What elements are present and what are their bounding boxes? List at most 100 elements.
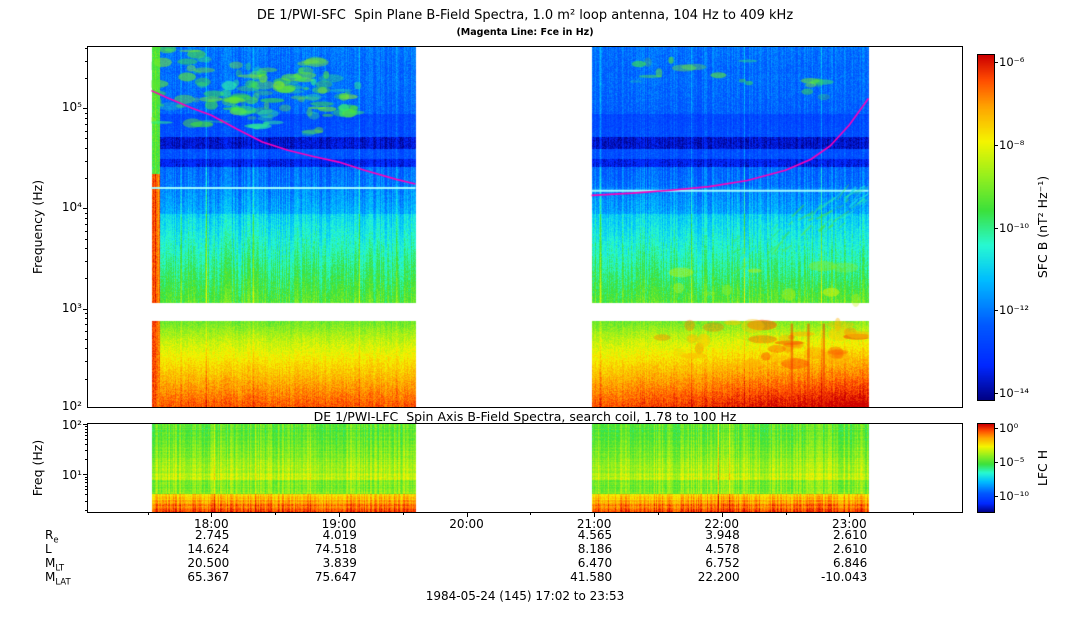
annotation-row-label-mlat: MLAT <box>45 570 71 588</box>
sfc-ytick-mark <box>85 138 88 140</box>
annotation-value: -10.043 <box>820 570 868 584</box>
sfc-colorbar-tick-label: 10⁻¹² <box>999 303 1029 318</box>
lfc-ytick-mark <box>85 500 88 502</box>
sfc-ytick-mark <box>85 378 88 380</box>
sfc-ytick-mark <box>85 324 88 326</box>
x-tick-mark <box>211 512 213 517</box>
sfc-colorbar <box>977 54 995 401</box>
x-tick-mark <box>849 512 851 517</box>
x-tick-mark <box>466 512 468 517</box>
sfc-colorbar-tick-mark <box>994 61 998 63</box>
lfc-colorbar-tick-mark <box>994 428 998 430</box>
x-minortick-mark <box>275 512 277 515</box>
lfc-title: DE 1/PWI-LFC Spin Axis B-Field Spectra, … <box>313 409 737 424</box>
annotation-value: 3.948 <box>705 528 740 542</box>
sfc-colorbar-tick-mark <box>994 310 998 312</box>
lfc-ytick-label: 10² <box>61 418 82 432</box>
sfc-ytick-label: 10⁴ <box>61 200 82 215</box>
sfc-ytick-mark <box>85 130 88 132</box>
x-tick-mark <box>594 512 596 517</box>
sfc-ytick-mark <box>85 148 88 150</box>
sfc-colorbar-tick-mark <box>994 393 998 395</box>
sfc-colorbar-tick-mark <box>994 144 998 146</box>
lfc-ytick-mark <box>85 476 88 478</box>
sfc-ytick-mark <box>85 330 88 332</box>
sfc-colorbar-tick-mark <box>994 227 998 229</box>
lfc-colorbar-label: LFC H <box>1035 449 1050 487</box>
annotation-value: 4.019 <box>322 528 357 542</box>
lfc-ytick-mark <box>85 479 88 481</box>
annotation-value: 3.839 <box>322 556 357 570</box>
lfc-colorbar-tick-label: 10⁰ <box>999 421 1019 436</box>
annotation-row-label-re: Re <box>45 528 59 546</box>
annotation-value: 74.518 <box>314 542 357 556</box>
x-tick-mark <box>721 512 723 517</box>
date-range-footer: 1984-05-24 (145) 17:02 to 23:53 <box>425 589 625 603</box>
sfc-colorbar-label: SFC B (nT² Hz⁻¹) <box>1035 175 1050 279</box>
sfc-ytick-mark <box>83 208 88 210</box>
annotation-value: 65.367 <box>187 570 230 584</box>
x-tick-label: 18:00 <box>194 517 229 531</box>
annotation-value: 4.565 <box>577 528 613 542</box>
sfc-ytick-mark <box>85 338 88 340</box>
sfc-ytick-mark <box>85 223 88 225</box>
lfc-colorbar <box>977 423 995 513</box>
sfc-ytick-mark <box>85 313 88 315</box>
lfc-colorbar-tick-mark <box>994 496 998 498</box>
lfc-ytick-mark <box>85 435 88 437</box>
sfc-ytick-label: 10³ <box>61 300 82 315</box>
sfc-ytick-mark <box>85 178 88 180</box>
sfc-ytick-mark <box>85 238 88 240</box>
lfc-ytick-mark <box>85 494 88 496</box>
annotation-row-label-l: L <box>45 542 52 556</box>
lfc-colorbar-tick-label: 10⁻⁵ <box>999 454 1025 469</box>
sfc-ytick-mark <box>85 48 88 49</box>
x-minortick-mark <box>913 512 915 515</box>
lfc-ytick-mark <box>85 428 88 430</box>
sfc-ytick-mark <box>85 230 88 232</box>
sfc-ytick-mark <box>85 318 88 320</box>
x-minortick-mark <box>785 512 787 515</box>
sfc-ytick-mark <box>85 60 88 62</box>
sfc-ytick-mark <box>85 118 88 119</box>
sfc-ytick-mark <box>85 123 88 125</box>
sfc-colorbar-tick-label: 10⁻¹⁰ <box>999 220 1029 235</box>
lfc-ytick-mark <box>85 450 88 452</box>
annotation-value: 14.624 <box>187 542 230 556</box>
lfc-ytick-mark <box>85 485 88 487</box>
lfc-ytick-mark <box>83 474 88 476</box>
annotation-row-label-mlt: MLT <box>45 556 65 574</box>
annotation-value: 8.186 <box>577 542 613 556</box>
lfc-ytick-mark <box>85 482 88 484</box>
lfc-ytick-mark <box>85 509 88 511</box>
lfc-colorbar-tick-mark <box>994 461 998 463</box>
annotation-value: 22.200 <box>697 570 740 584</box>
lfc-ytick-mark <box>85 431 88 433</box>
sfc-colorbar-tick-label: 10⁻¹⁴ <box>999 386 1029 401</box>
sfc-ytick-mark <box>85 112 88 114</box>
annotation-value: 6.752 <box>705 556 740 570</box>
x-tick-label: 23:00 <box>832 517 867 531</box>
annotation-value: 2.745 <box>194 528 230 542</box>
sfc-ytick-label: 10² <box>61 399 82 413</box>
x-minortick-mark <box>530 512 532 515</box>
x-tick-label: 19:00 <box>321 517 357 531</box>
lfc-colorbar-tick-label: 10⁻¹⁰ <box>999 489 1029 504</box>
annotation-value: 2.610 <box>832 542 868 556</box>
annotation-value: 6.846 <box>832 556 868 570</box>
sfc-spectrogram-canvas <box>87 46 963 408</box>
annotation-value: 6.470 <box>577 556 613 570</box>
sfc-ytick-mark <box>85 213 88 214</box>
sfc-subtitle: (Magenta Line: Fce in Hz) <box>456 27 594 38</box>
sfc-ytick-mark <box>83 308 88 310</box>
sfc-title: DE 1/PWI-SFC Spin Plane B-Field Spectra,… <box>256 8 794 23</box>
x-tick-label: 21:00 <box>576 517 612 531</box>
x-tick-label: 22:00 <box>704 517 739 531</box>
sfc-colorbar-tick-label: 10⁻⁸ <box>999 137 1025 152</box>
sfc-ytick-mark <box>85 218 88 220</box>
sfc-ytick-mark <box>83 108 88 110</box>
x-tick-label: 20:00 <box>449 517 484 531</box>
annotation-value: 4.578 <box>705 542 740 556</box>
lfc-spectrogram-canvas <box>87 423 963 513</box>
